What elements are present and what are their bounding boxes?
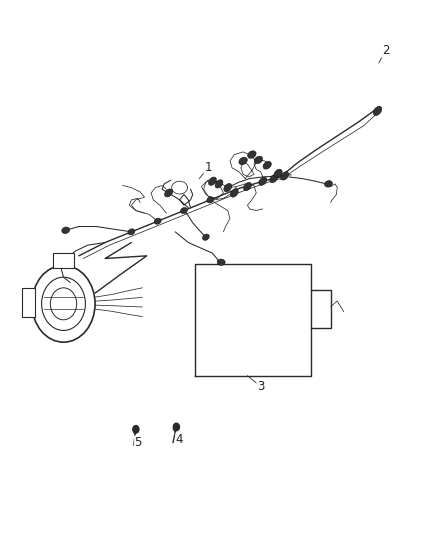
Ellipse shape (373, 106, 382, 116)
Ellipse shape (239, 157, 247, 165)
Ellipse shape (154, 218, 161, 224)
Ellipse shape (274, 169, 282, 177)
Circle shape (133, 425, 139, 433)
Text: 4: 4 (176, 433, 184, 446)
Ellipse shape (224, 183, 232, 192)
Ellipse shape (263, 161, 271, 169)
Ellipse shape (230, 189, 238, 197)
Ellipse shape (244, 182, 251, 191)
Ellipse shape (180, 207, 187, 214)
Ellipse shape (259, 177, 267, 185)
Ellipse shape (165, 189, 173, 197)
Text: 1: 1 (204, 161, 212, 174)
Text: 2: 2 (381, 44, 389, 57)
Ellipse shape (215, 180, 223, 188)
Ellipse shape (128, 229, 135, 235)
Ellipse shape (202, 234, 209, 240)
Ellipse shape (281, 172, 289, 180)
FancyBboxPatch shape (22, 288, 35, 317)
Ellipse shape (62, 227, 70, 233)
Ellipse shape (208, 177, 216, 185)
Ellipse shape (247, 151, 256, 158)
Ellipse shape (270, 174, 278, 183)
Text: 3: 3 (257, 380, 264, 393)
FancyBboxPatch shape (53, 253, 74, 268)
Ellipse shape (207, 197, 214, 203)
Ellipse shape (217, 259, 225, 265)
Ellipse shape (325, 181, 332, 187)
Text: 5: 5 (134, 436, 141, 449)
Ellipse shape (254, 156, 263, 164)
Circle shape (173, 423, 180, 431)
